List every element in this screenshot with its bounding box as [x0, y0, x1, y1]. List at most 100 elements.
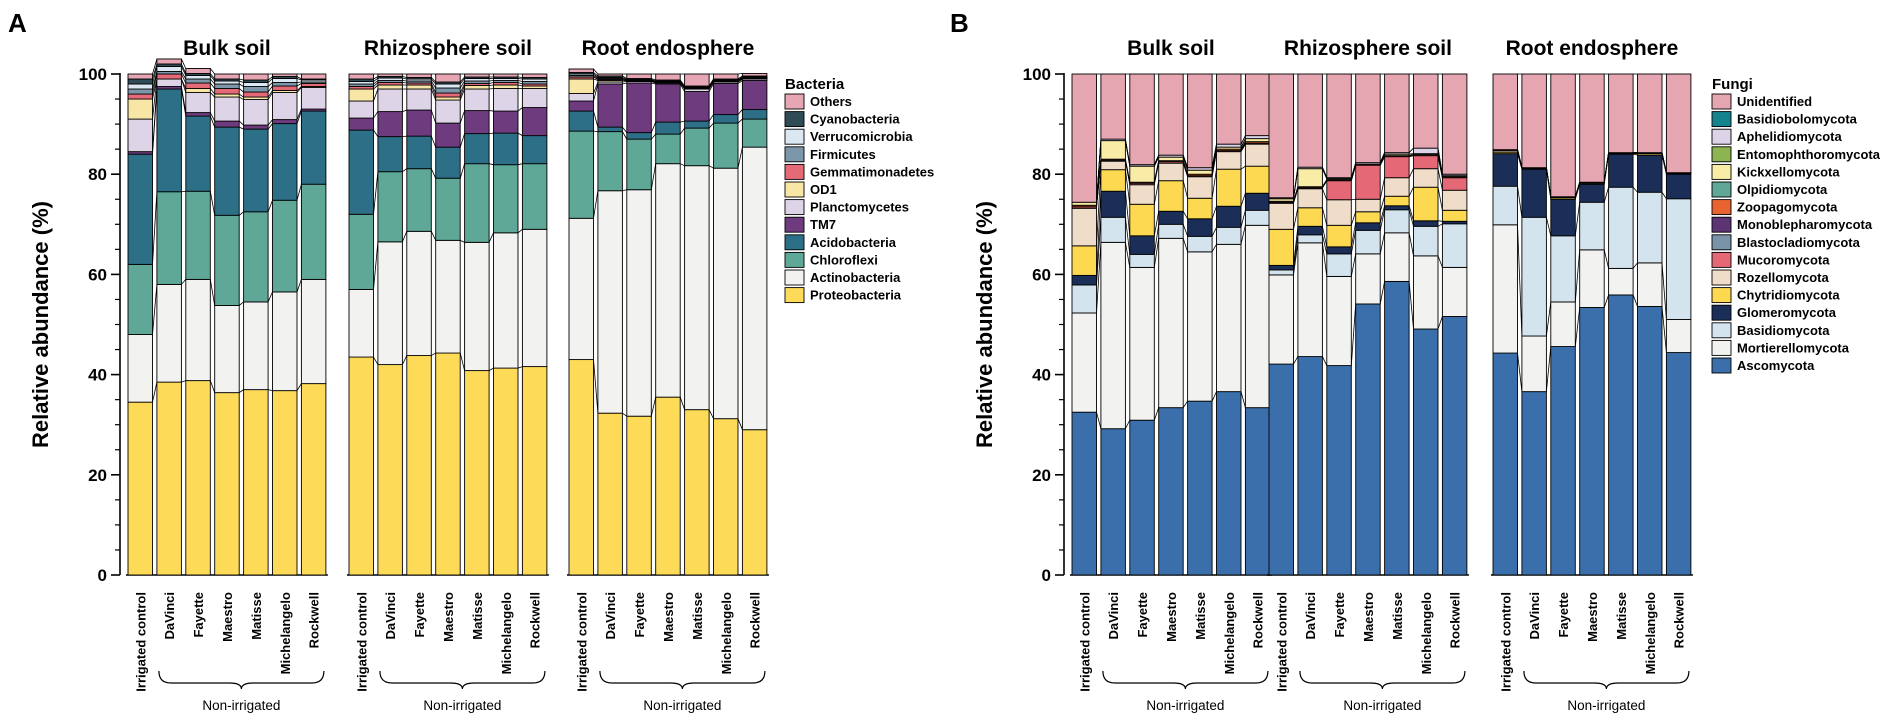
stack-connector	[593, 190, 599, 219]
segment-others	[348, 73, 374, 80]
stack-connector	[1379, 209, 1385, 231]
stack-connector	[1437, 148, 1443, 175]
segment-od1	[377, 84, 403, 90]
segment-cyanobacteria	[127, 78, 153, 85]
group-title: Bulk soil	[183, 37, 271, 60]
stack-connector	[1322, 234, 1328, 254]
legend-swatch	[1711, 269, 1732, 286]
y-tick-label: 20	[88, 466, 107, 485]
segment-planctomycetes	[214, 96, 240, 122]
stack-connector	[517, 107, 523, 112]
stack-connector	[402, 109, 407, 112]
stack-connector	[1125, 191, 1131, 236]
x-tick-label: DaVinci	[1106, 592, 1121, 639]
legend-label: Mortierellomycota	[1737, 340, 1850, 355]
legend-label: Firmicutes	[810, 147, 876, 162]
x-tick-label: Fayette	[1556, 592, 1571, 638]
stack-connector	[296, 87, 302, 93]
stack-connector	[238, 93, 244, 98]
stack-connector	[1517, 186, 1523, 218]
segment-chloroflexi	[214, 214, 240, 306]
legend-item-rozellomycota: Rozellomycota	[1711, 269, 1830, 286]
stack-connector	[650, 397, 657, 417]
x-tick-label: Irrigated control	[1498, 592, 1513, 692]
stack-connector	[1350, 162, 1357, 178]
segment-glomeromycota	[1071, 274, 1097, 286]
segment-ascomycota	[1384, 280, 1410, 576]
segment-others	[156, 58, 182, 65]
segment-tm7	[655, 83, 681, 123]
segment-verrucomicrobia	[243, 82, 269, 87]
stack-connector	[402, 80, 407, 82]
segment-chloroflexi	[243, 211, 269, 303]
stack-connector	[296, 86, 302, 91]
stack-connector	[1153, 238, 1160, 268]
segment-ascomycota	[1326, 365, 1352, 576]
segment-actinobacteria	[348, 288, 374, 358]
segment-tm7	[568, 100, 594, 112]
x-tick-label: Irrigated control	[1077, 592, 1092, 692]
stack-connector	[1517, 149, 1523, 168]
non-irrigated-bracket	[379, 670, 546, 690]
stack-connector	[1437, 255, 1443, 268]
segment-others	[655, 73, 681, 81]
stack-connector	[181, 279, 187, 285]
stack-connector	[296, 279, 302, 293]
segment-od1	[568, 78, 594, 94]
stack-connector	[402, 168, 408, 173]
segment-gemmatimonadetes	[435, 92, 461, 98]
segment-proteobacteria	[655, 396, 681, 576]
segment-chloroflexi	[377, 171, 403, 243]
stack-connector	[1240, 210, 1246, 228]
segment-od1	[493, 84, 519, 89]
segment-ascomycota	[1100, 428, 1126, 576]
segment-glomeromycota	[1579, 183, 1605, 203]
stack-connector	[1240, 141, 1246, 150]
bar-irrigated-control	[568, 68, 594, 576]
segment-basidiomycota	[1187, 235, 1213, 253]
stack-connector	[680, 120, 685, 123]
stack-connector	[181, 71, 187, 80]
segment-proteobacteria	[243, 389, 269, 576]
segment-actinobacteria	[568, 217, 594, 361]
stack-connector	[402, 82, 407, 84]
stack-connector	[708, 409, 714, 419]
stack-connector	[593, 76, 599, 80]
segment-rozellomycota	[1129, 184, 1155, 205]
segment-unidentified	[1355, 73, 1381, 164]
segment-mortierellomycota	[1665, 319, 1692, 354]
segment-mortierellomycota	[1579, 249, 1605, 308]
segment-mortierellomycota	[1129, 266, 1155, 421]
segment-unidentified	[1244, 73, 1271, 137]
legend-swatch	[1711, 287, 1732, 304]
segment-kickxellomycota	[1187, 169, 1213, 175]
segment-basidiomycota	[1355, 229, 1381, 255]
stack-connector	[152, 284, 158, 335]
segment-rozellomycota	[1187, 176, 1213, 199]
segment-mortierellomycota	[1216, 243, 1242, 393]
y-tick-label: 0	[1042, 566, 1051, 585]
segment-mortierellomycota	[1297, 242, 1323, 358]
stack-connector	[430, 84, 437, 98]
stack-connector	[622, 75, 627, 79]
stack-connector	[1379, 153, 1385, 165]
segment-acidobacteria	[214, 126, 240, 216]
y-axis-label: Relative abundance (%)	[28, 201, 53, 448]
segment-ascomycota	[1268, 363, 1294, 576]
stack-connector	[430, 168, 437, 179]
legend-swatch	[1711, 181, 1732, 198]
segment-gemmatimonadetes	[185, 82, 211, 89]
segment-basidiomycota	[1216, 226, 1242, 245]
stack-connector	[651, 81, 656, 84]
legend-label: Olpidiomycota	[1737, 182, 1828, 197]
segment-tm7	[435, 122, 461, 148]
segment-firmicutes	[127, 88, 153, 95]
legend-label: TM7	[810, 217, 836, 232]
segment-chloroflexi	[713, 122, 739, 169]
stack-connector	[517, 132, 523, 136]
stack-connector	[737, 78, 743, 82]
legend-label: Monoblepharomycota	[1737, 217, 1873, 232]
segment-tm7	[272, 119, 298, 125]
segment-others	[300, 73, 327, 80]
